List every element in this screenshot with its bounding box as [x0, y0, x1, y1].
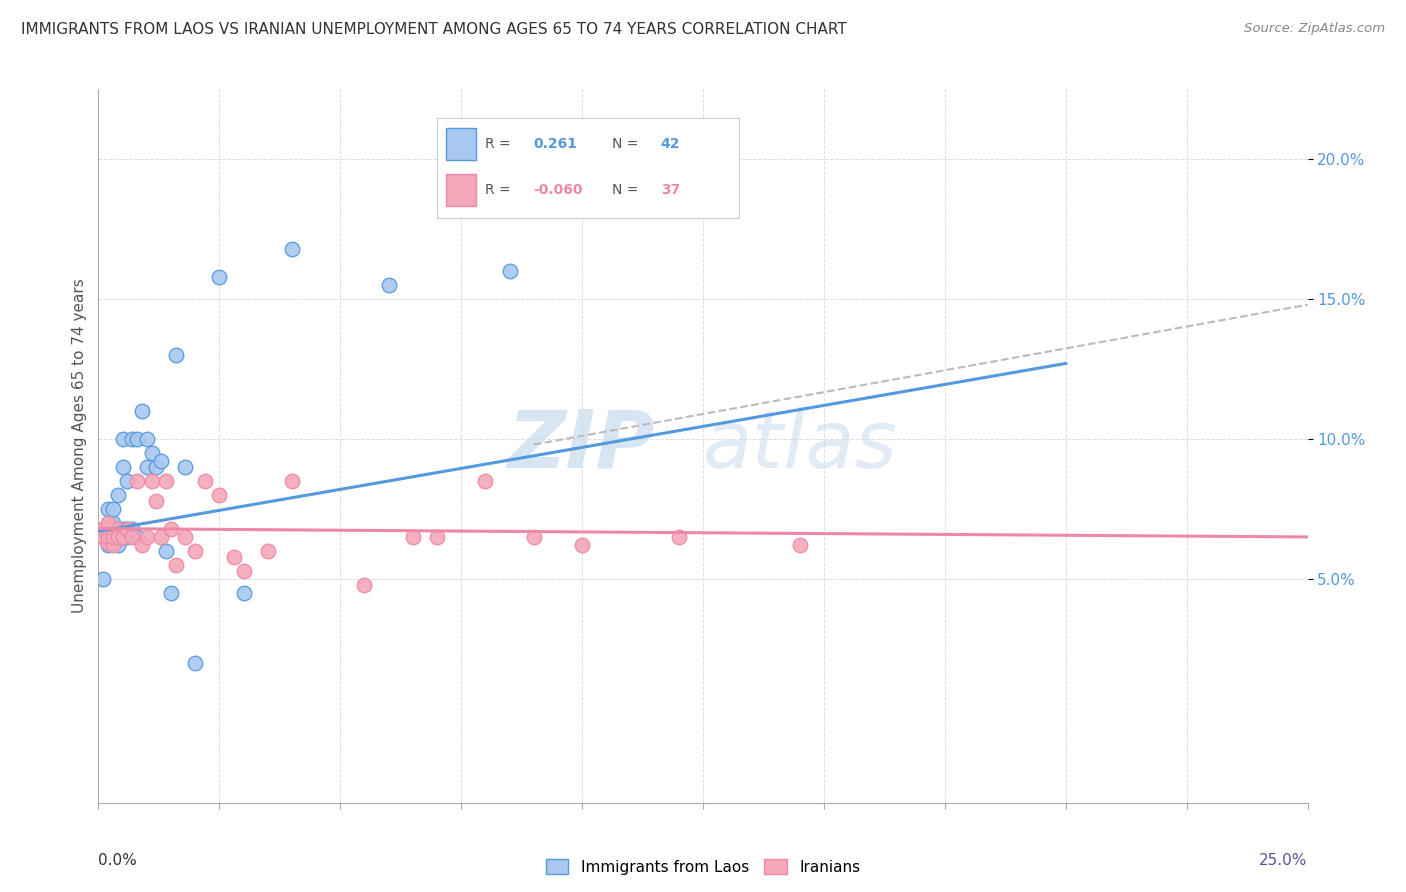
Point [174, 530, 197, 544]
Point [135, 530, 157, 544]
Point [97, 522, 120, 536]
Point [97, 502, 120, 516]
Point [194, 474, 217, 488]
Point [232, 564, 254, 578]
Point [101, 530, 124, 544]
Legend: Immigrants from Laos, Iranians: Immigrants from Laos, Iranians [540, 853, 866, 880]
Point [208, 488, 231, 502]
Text: IMMIGRANTS FROM LAOS VS IRANIAN UNEMPLOYMENT AMONG AGES 65 TO 74 YEARS CORRELATI: IMMIGRANTS FROM LAOS VS IRANIAN UNEMPLOY… [21, 22, 846, 37]
Point [107, 488, 129, 502]
Point [402, 530, 425, 544]
Point [107, 538, 129, 552]
Point [107, 530, 129, 544]
Point [222, 549, 245, 564]
Point [141, 446, 163, 460]
Point [127, 530, 149, 544]
Point [111, 522, 134, 536]
Point [117, 530, 139, 544]
Point [281, 242, 304, 256]
Point [121, 432, 143, 446]
Point [97, 530, 120, 544]
Point [131, 404, 153, 418]
Point [101, 538, 124, 552]
Point [91, 572, 114, 586]
Point [498, 264, 520, 278]
Point [121, 522, 143, 536]
Point [107, 522, 129, 536]
Text: ZIP: ZIP [508, 407, 655, 485]
Point [523, 530, 546, 544]
Text: 25.0%: 25.0% [1260, 853, 1308, 868]
Point [165, 348, 187, 362]
Point [101, 516, 124, 530]
Point [107, 530, 129, 544]
Point [135, 432, 157, 446]
Point [101, 502, 124, 516]
Point [97, 530, 120, 544]
Point [121, 530, 143, 544]
Point [150, 454, 173, 468]
Point [789, 538, 811, 552]
Point [97, 516, 120, 530]
Point [256, 544, 278, 558]
Point [111, 460, 134, 475]
Point [145, 460, 167, 475]
Point [474, 474, 496, 488]
Point [668, 530, 690, 544]
Point [184, 656, 207, 670]
Point [91, 530, 114, 544]
Text: Source: ZipAtlas.com: Source: ZipAtlas.com [1244, 22, 1385, 36]
Point [232, 586, 254, 600]
Point [165, 558, 187, 572]
Point [184, 544, 207, 558]
Point [91, 522, 114, 536]
Point [127, 474, 149, 488]
Point [353, 577, 375, 591]
Point [101, 535, 124, 549]
Point [208, 269, 231, 284]
Point [127, 432, 149, 446]
Point [111, 432, 134, 446]
Point [101, 522, 124, 536]
Text: 0.0%: 0.0% [98, 853, 138, 868]
Point [281, 474, 304, 488]
Point [117, 522, 139, 536]
Text: atlas: atlas [703, 407, 898, 485]
Point [131, 538, 153, 552]
Point [135, 460, 157, 475]
Point [101, 530, 124, 544]
Point [571, 538, 593, 552]
Point [150, 530, 173, 544]
Point [145, 493, 167, 508]
Point [91, 522, 114, 536]
Point [160, 522, 183, 536]
Point [141, 474, 163, 488]
Point [111, 530, 134, 544]
Point [426, 530, 449, 544]
Y-axis label: Unemployment Among Ages 65 to 74 years: Unemployment Among Ages 65 to 74 years [72, 278, 87, 614]
Point [111, 530, 134, 544]
Point [155, 544, 177, 558]
Point [117, 474, 139, 488]
Point [117, 522, 139, 536]
Point [174, 460, 197, 475]
Point [377, 278, 399, 293]
Point [97, 535, 120, 549]
Point [91, 530, 114, 544]
Point [160, 586, 183, 600]
Point [97, 538, 120, 552]
Point [155, 474, 177, 488]
